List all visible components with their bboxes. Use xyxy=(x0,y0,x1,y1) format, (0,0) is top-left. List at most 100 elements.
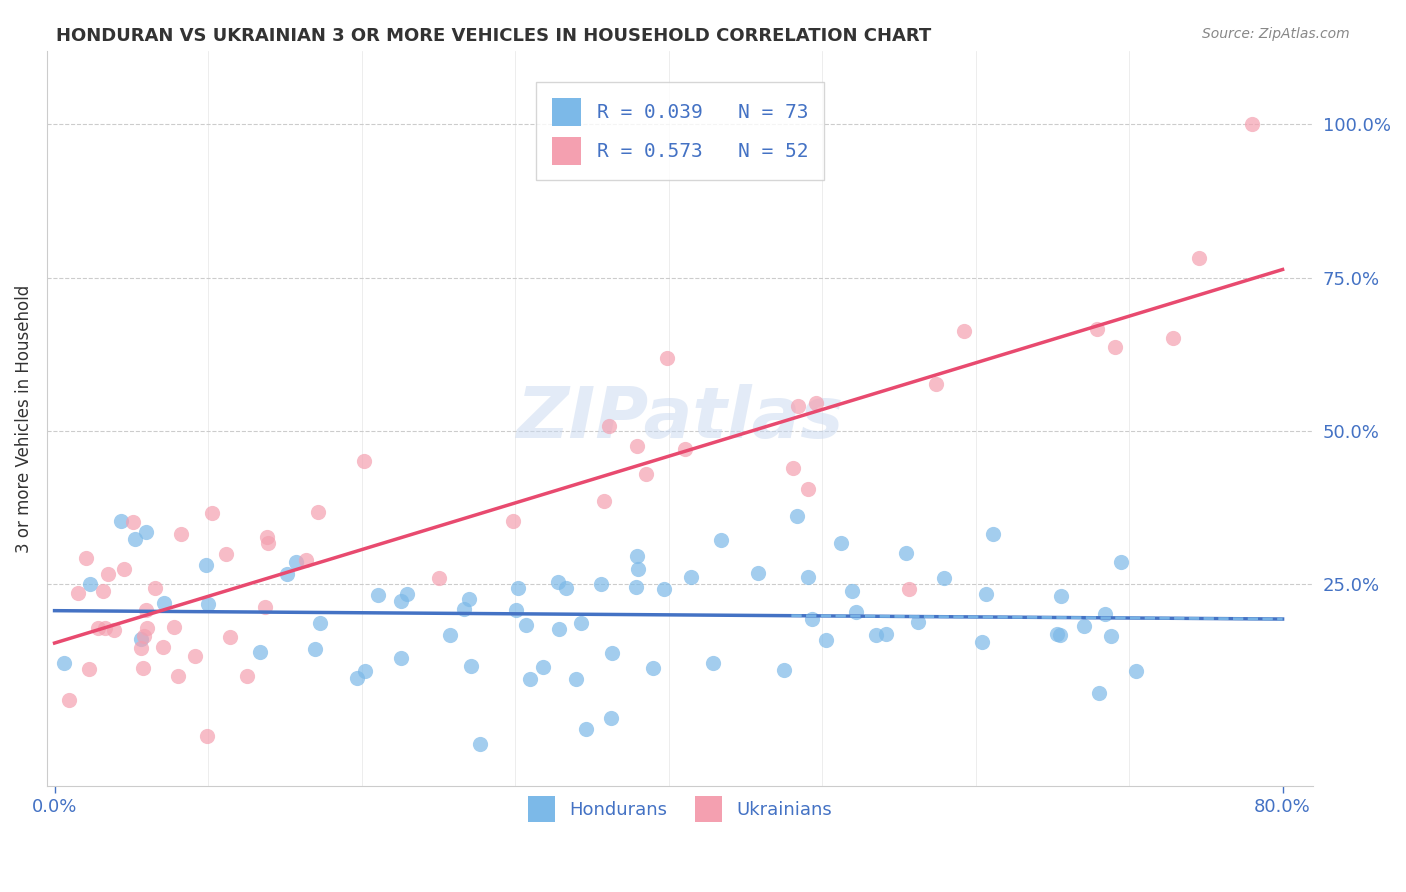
Point xyxy=(1049,589,1071,603)
Point xyxy=(845,605,868,619)
Point xyxy=(389,651,412,665)
Point xyxy=(830,536,852,550)
Point xyxy=(702,656,724,670)
Point xyxy=(97,567,120,582)
Point xyxy=(1046,626,1069,640)
Point xyxy=(505,603,527,617)
Point xyxy=(136,621,159,635)
Point xyxy=(673,442,696,457)
Point xyxy=(815,632,838,647)
Point xyxy=(215,547,238,561)
Point xyxy=(1188,251,1211,265)
Point xyxy=(598,419,620,434)
Point xyxy=(163,620,186,634)
Point xyxy=(841,583,863,598)
Point xyxy=(626,549,648,564)
Point xyxy=(184,648,207,663)
Point xyxy=(389,594,412,608)
Point xyxy=(295,553,318,567)
Point xyxy=(124,532,146,546)
Point xyxy=(367,588,389,602)
Point xyxy=(276,567,298,582)
Point xyxy=(804,396,827,410)
Point xyxy=(797,482,820,496)
Point xyxy=(502,514,524,528)
Point xyxy=(354,664,377,678)
Point xyxy=(395,587,418,601)
Point xyxy=(195,558,218,573)
Point xyxy=(112,562,135,576)
Point xyxy=(129,641,152,656)
Point xyxy=(427,570,450,584)
Point xyxy=(134,629,156,643)
Point xyxy=(634,467,657,482)
Point xyxy=(103,623,125,637)
Point xyxy=(800,612,823,626)
Point xyxy=(94,621,117,635)
Point xyxy=(548,622,571,636)
Point xyxy=(256,530,278,544)
Point xyxy=(285,555,308,569)
Point xyxy=(249,645,271,659)
Point xyxy=(304,642,326,657)
Point xyxy=(875,627,897,641)
Point xyxy=(1085,321,1108,335)
Point xyxy=(747,566,769,581)
Point xyxy=(569,615,592,630)
Point xyxy=(626,439,648,453)
Point xyxy=(974,587,997,601)
Point xyxy=(796,570,818,584)
Point xyxy=(624,581,647,595)
Point xyxy=(865,628,887,642)
Point xyxy=(170,527,193,541)
Point xyxy=(110,514,132,528)
Point xyxy=(201,507,224,521)
Point xyxy=(589,576,612,591)
Point xyxy=(679,569,702,583)
Point xyxy=(1049,628,1071,642)
Point xyxy=(439,628,461,642)
Point xyxy=(772,663,794,677)
Point xyxy=(652,582,675,596)
Point xyxy=(197,597,219,611)
Point xyxy=(135,525,157,540)
Point xyxy=(218,630,240,644)
Point xyxy=(143,581,166,595)
Point xyxy=(470,737,492,751)
Point xyxy=(547,574,569,589)
Point xyxy=(1073,619,1095,633)
Point xyxy=(519,672,541,686)
Point xyxy=(564,673,586,687)
Point xyxy=(67,586,90,600)
Point xyxy=(1099,629,1122,643)
Point xyxy=(600,646,623,660)
Point xyxy=(453,602,475,616)
Point xyxy=(787,399,810,413)
Point xyxy=(353,454,375,468)
Point xyxy=(253,599,276,614)
Point xyxy=(75,550,97,565)
Point xyxy=(907,615,929,629)
Point xyxy=(457,591,479,606)
Point xyxy=(152,640,174,654)
Point xyxy=(152,596,174,610)
Point xyxy=(131,661,153,675)
Point xyxy=(1111,556,1133,570)
Point xyxy=(87,621,110,635)
Point xyxy=(952,324,974,338)
Point xyxy=(894,546,917,560)
Point xyxy=(167,669,190,683)
Point xyxy=(131,632,153,647)
Point xyxy=(1088,686,1111,700)
Point xyxy=(627,561,650,575)
Point xyxy=(643,660,665,674)
Point xyxy=(58,692,80,706)
Point xyxy=(1240,117,1263,131)
Y-axis label: 3 or more Vehicles in Household: 3 or more Vehicles in Household xyxy=(15,285,32,553)
Point xyxy=(506,581,529,595)
Legend: Hondurans, Ukrainians: Hondurans, Ukrainians xyxy=(513,782,846,837)
Point xyxy=(515,617,537,632)
Point xyxy=(786,508,808,523)
Point xyxy=(599,710,621,724)
Point xyxy=(135,603,157,617)
